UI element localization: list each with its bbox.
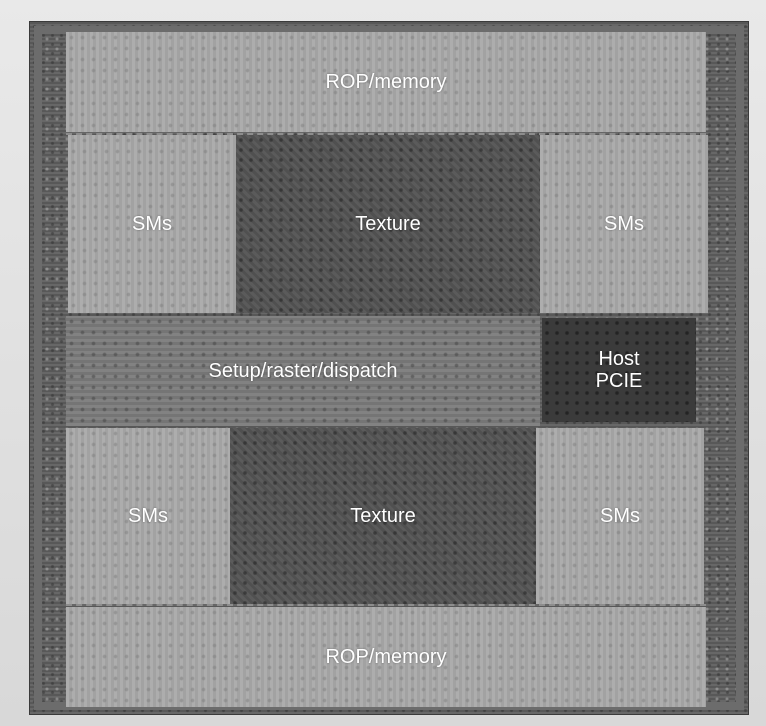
rop-memory-top-label: ROP/memory — [325, 71, 447, 93]
rop-memory-bottom-region: ROP/memory — [66, 607, 706, 707]
texture-top-label: Texture — [355, 213, 421, 235]
texture-bottom-label: Texture — [350, 505, 416, 527]
sm-bottom-right-region: SMs — [536, 428, 704, 604]
divider-top — [66, 133, 706, 135]
texture-bottom-region: Texture — [230, 428, 536, 604]
sm-bottom-left-region: SMs — [66, 428, 230, 604]
texture-top-region: Texture — [236, 135, 540, 313]
sm-bottom-left-label: SMs — [128, 505, 168, 527]
setup-raster-dispatch-region: Setup/raster/dispatch — [66, 316, 540, 426]
divider-bottom — [66, 604, 706, 606]
sm-top-left-region: SMs — [68, 135, 236, 313]
host-pcie-label: Host PCIE — [596, 348, 643, 392]
setup-raster-dispatch-label: Setup/raster/dispatch — [208, 360, 398, 382]
sm-bottom-right-label: SMs — [600, 505, 640, 527]
rop-memory-top-region: ROP/memory — [66, 32, 706, 132]
sm-top-right-label: SMs — [604, 213, 644, 235]
rop-memory-bottom-label: ROP/memory — [325, 646, 447, 668]
pcie-label: PCIE — [595, 370, 643, 392]
sm-top-right-region: SMs — [540, 135, 708, 313]
host-pcie-region: Host PCIE — [542, 318, 696, 422]
host-label: Host — [598, 348, 640, 370]
sm-top-left-label: SMs — [132, 213, 172, 235]
